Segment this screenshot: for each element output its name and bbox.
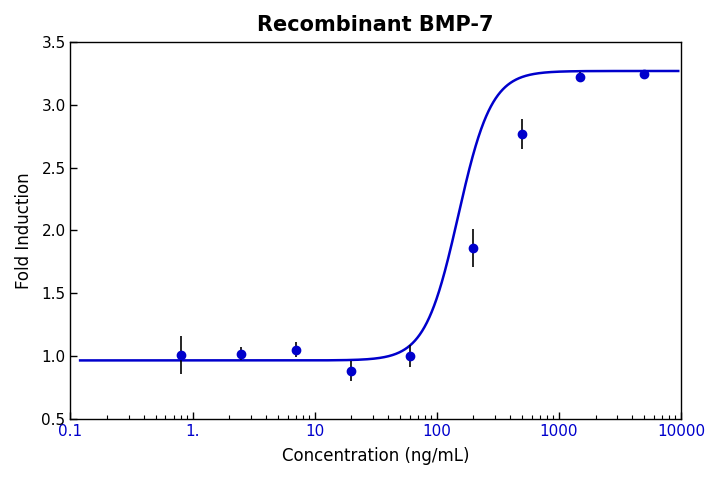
Title: Recombinant BMP-7: Recombinant BMP-7	[258, 15, 494, 35]
X-axis label: Concentration (ng/mL): Concentration (ng/mL)	[282, 447, 469, 465]
Y-axis label: Fold Induction: Fold Induction	[15, 172, 33, 289]
